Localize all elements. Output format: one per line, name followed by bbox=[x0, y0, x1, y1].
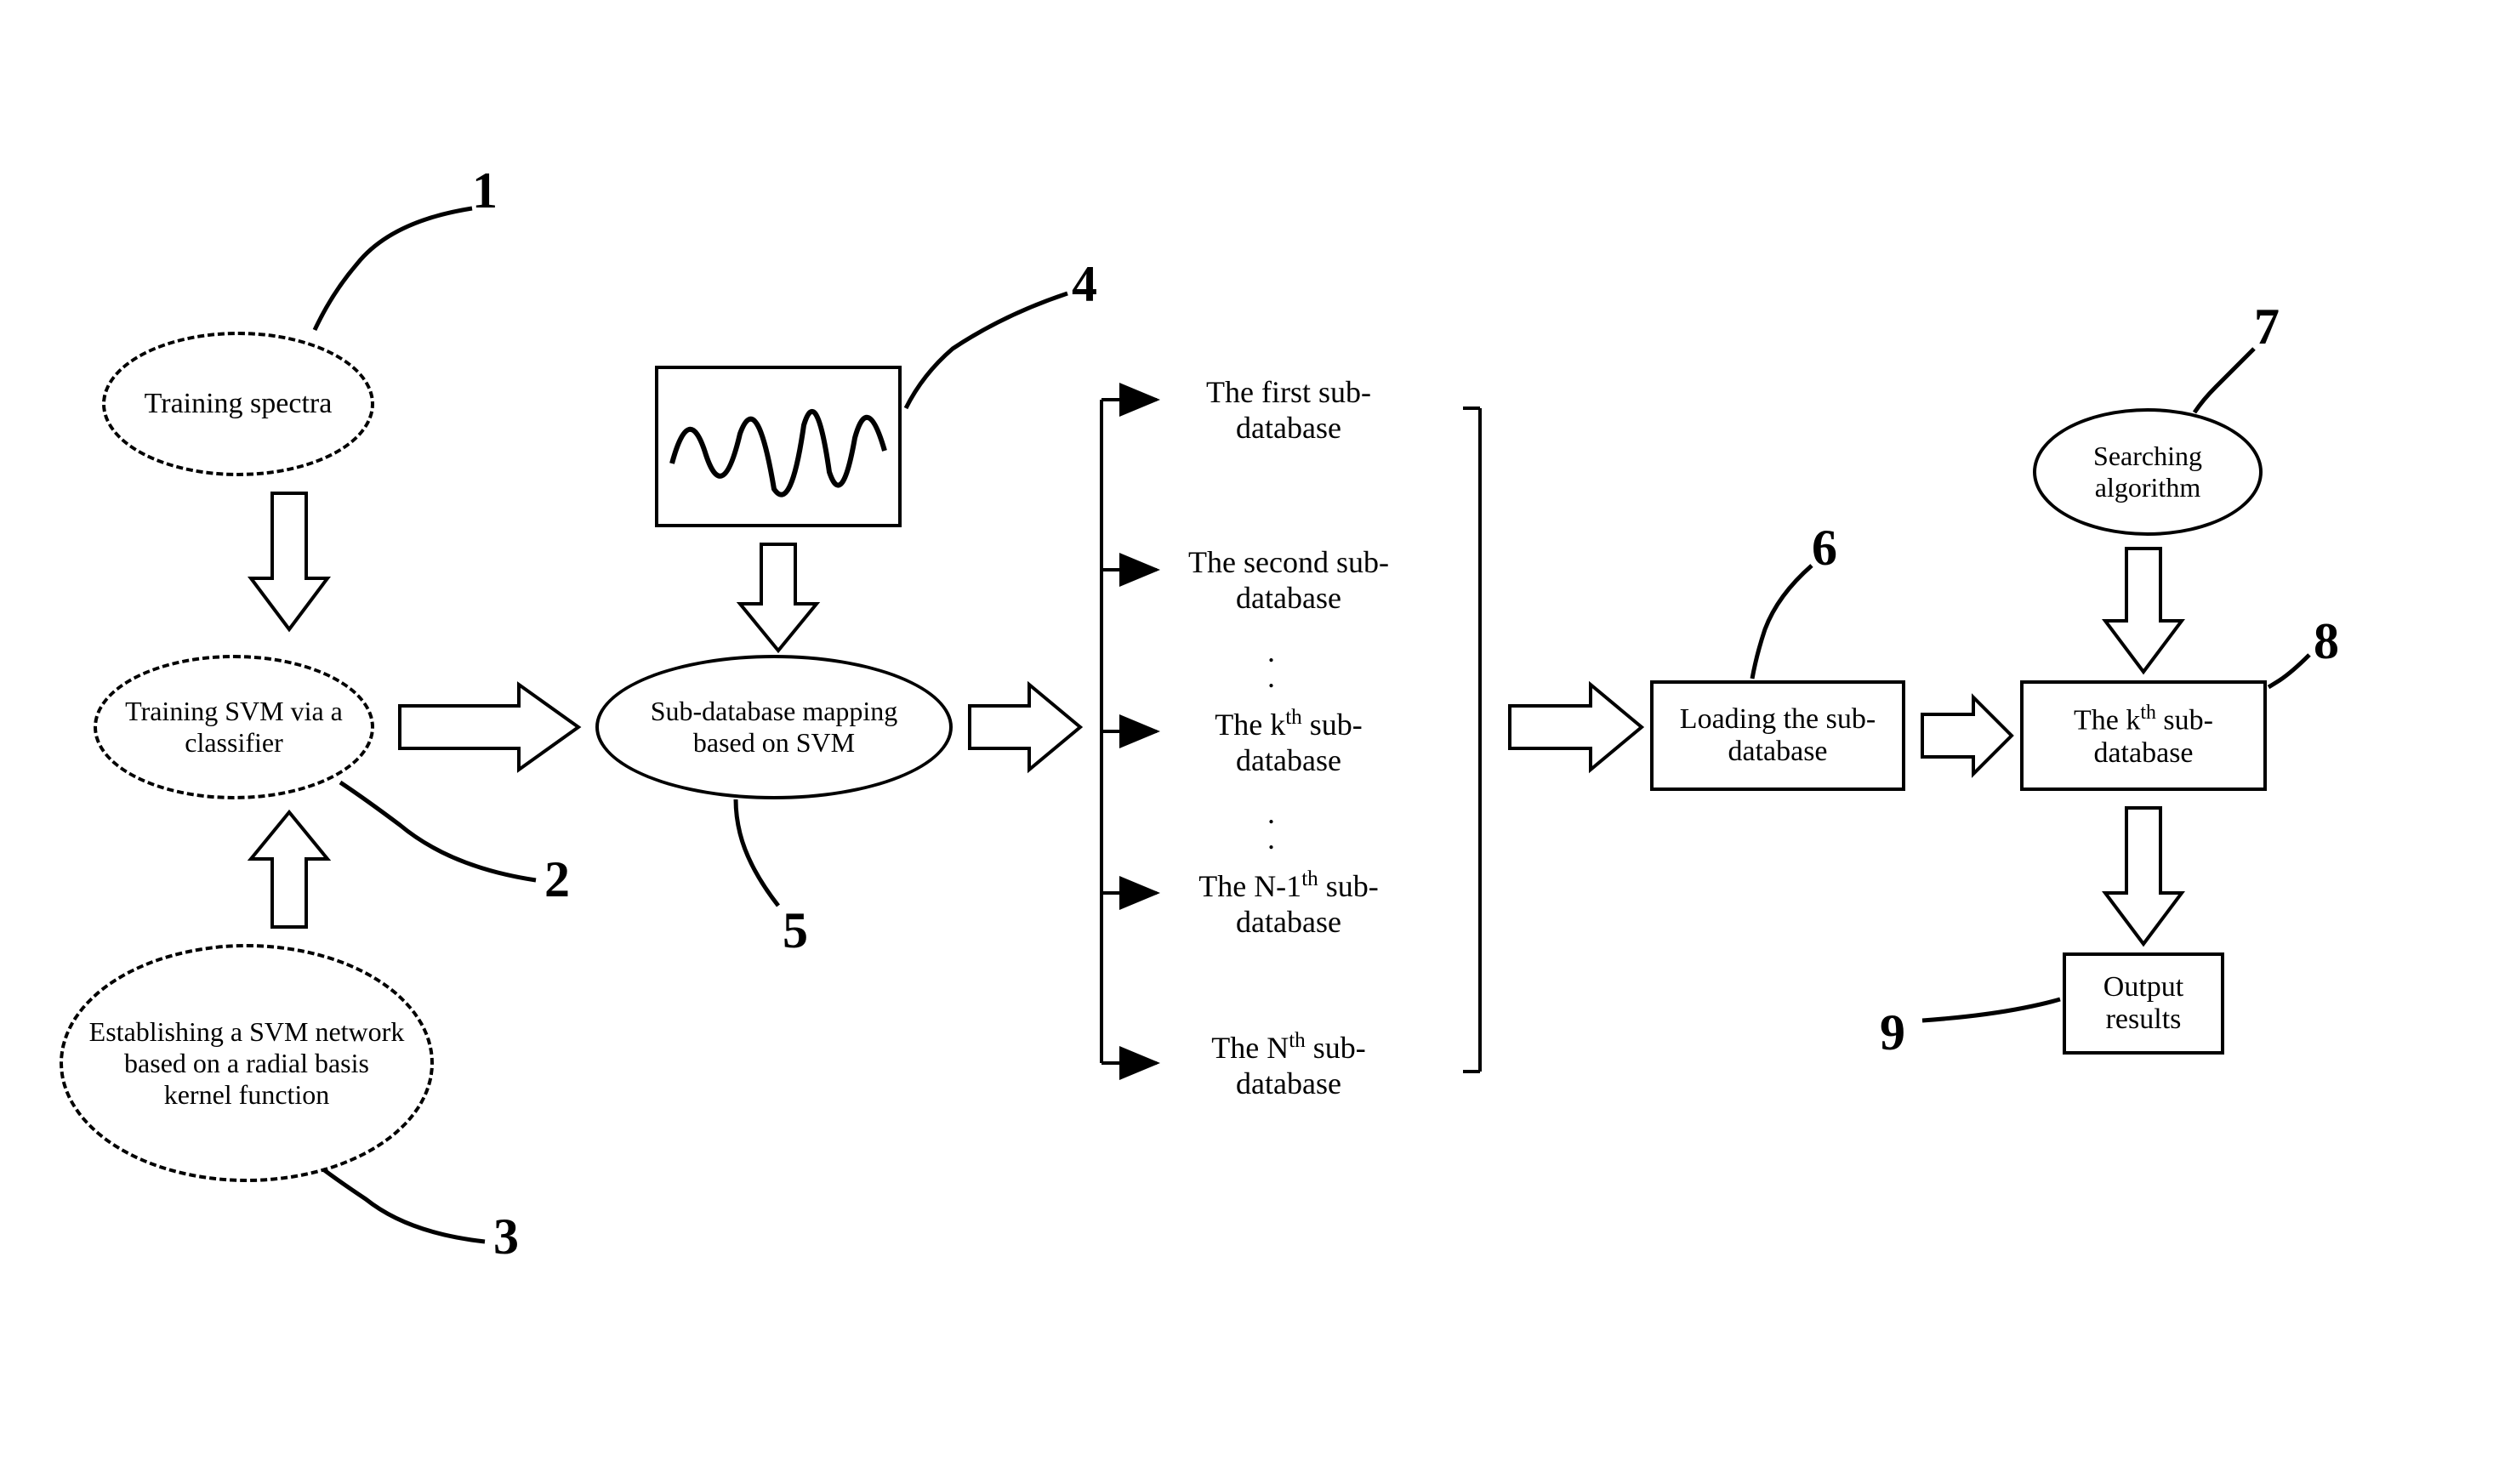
node-label: Establishing a SVM network based on a ra… bbox=[88, 1016, 405, 1111]
subdb-label-2: The second sub-database bbox=[1161, 544, 1416, 616]
node-training-spectra: Training spectra bbox=[102, 332, 374, 476]
callout-9: 9 bbox=[1880, 1004, 1905, 1062]
callout-2: 2 bbox=[544, 850, 570, 909]
node-subdb-mapping: Sub-database mapping based on SVM bbox=[595, 655, 953, 799]
node-loading-subdb: Loading the sub-database bbox=[1650, 680, 1905, 791]
arrow-n4-n5 bbox=[740, 544, 817, 651]
callout-4: 4 bbox=[1072, 255, 1097, 314]
arrow-n3-n2 bbox=[251, 812, 327, 927]
callout-8: 8 bbox=[2314, 612, 2339, 671]
branch-tree bbox=[1101, 400, 1157, 1063]
dots-2b: . bbox=[1267, 821, 1275, 856]
callout-6: 6 bbox=[1812, 519, 1837, 577]
node-label: Searching algorithm bbox=[2052, 441, 2244, 503]
node-label: Training spectra bbox=[145, 388, 333, 420]
callout-7: 7 bbox=[2254, 298, 2280, 356]
arrow-n1-n2 bbox=[251, 493, 327, 629]
arrow-n2-n5 bbox=[400, 685, 578, 770]
node-output: Output results bbox=[2063, 952, 2224, 1055]
node-waveform-box bbox=[655, 366, 902, 527]
arrow-n8-n9 bbox=[2105, 808, 2182, 944]
dots-1b: . bbox=[1267, 659, 1275, 695]
arrow-n6-n8 bbox=[1922, 697, 2012, 774]
node-label: Loading the sub-database bbox=[1664, 703, 1892, 768]
subdb-label-nm1: The N-1th sub-database bbox=[1161, 867, 1416, 940]
node-kth-subdb: The kth sub-database bbox=[2020, 680, 2267, 791]
callout-3: 3 bbox=[493, 1208, 519, 1266]
node-label: The kth sub-database bbox=[2034, 702, 2253, 769]
waveform-icon bbox=[659, 370, 897, 523]
node-training-svm: Training SVM via a classifier bbox=[94, 655, 374, 799]
subdb-label-k: The kth sub-database bbox=[1161, 706, 1416, 778]
subdb-label-n: The Nth sub-database bbox=[1161, 1029, 1416, 1101]
arrow-n5-branch bbox=[970, 685, 1080, 770]
right-bracket bbox=[1463, 408, 1480, 1072]
callout-5: 5 bbox=[783, 901, 808, 960]
node-searching-algo: Searching algorithm bbox=[2033, 408, 2263, 536]
node-label: Sub-database mapping based on SVM bbox=[633, 696, 915, 759]
flowchart-diagram: Training spectra Training SVM via a clas… bbox=[0, 0, 2499, 1484]
node-establishing-svm: Establishing a SVM network based on a ra… bbox=[60, 944, 434, 1182]
node-label: Training SVM via a classifier bbox=[116, 696, 352, 759]
arrow-n7-n8 bbox=[2105, 549, 2182, 672]
callout-1: 1 bbox=[472, 162, 498, 220]
subdb-label-1: The first sub-database bbox=[1161, 374, 1416, 446]
node-label: Output results bbox=[2075, 971, 2212, 1036]
arrow-bracket-n6 bbox=[1510, 685, 1642, 770]
